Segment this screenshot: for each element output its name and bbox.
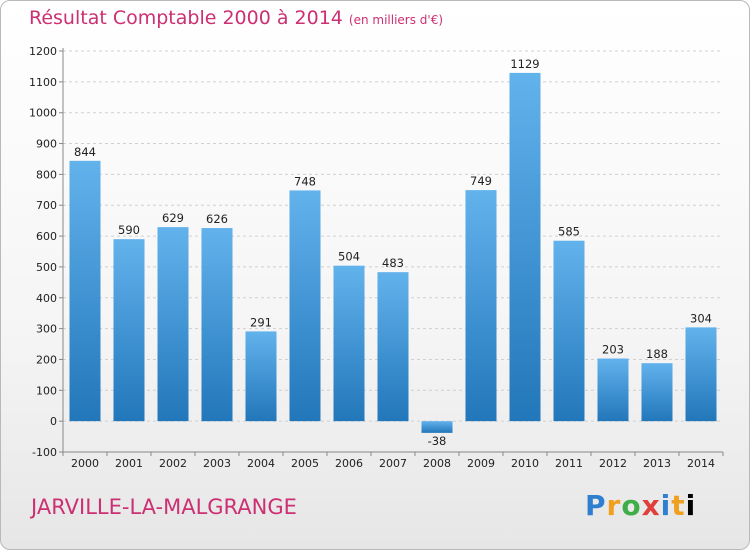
axes: -100 0 100 200 300 400 500 600 700 800 900 1000 1100… — [29, 45, 724, 470]
x-tick-label: 2002 — [159, 457, 187, 470]
x-tick-label: 2001 — [115, 457, 143, 470]
x-tick-label: 2006 — [335, 457, 363, 470]
data-label: 504 — [338, 250, 360, 264]
data-label: 748 — [294, 174, 316, 188]
logo-letter: r — [606, 489, 622, 522]
x-tick-label: 2011 — [555, 457, 583, 470]
chart-title: Résultat Comptable 2000 à 2014 (en millie… — [29, 7, 443, 29]
bar — [157, 227, 189, 422]
y-tick-label: 300 — [36, 323, 57, 336]
proxiti-logo: Proxiti — [585, 489, 696, 522]
data-label: 749 — [470, 174, 492, 188]
bar — [421, 421, 453, 433]
data-label: 1129 — [510, 57, 539, 71]
bar — [201, 228, 233, 422]
data-label: -38 — [428, 434, 447, 448]
bars — [69, 72, 717, 433]
x-tick-label: 2000 — [71, 457, 99, 470]
bar — [553, 240, 585, 422]
x-tick-label: 2007 — [379, 457, 407, 470]
bar — [509, 72, 541, 422]
y-tick-label: 1000 — [29, 107, 57, 120]
bar — [289, 190, 321, 422]
data-label: 626 — [206, 212, 228, 226]
place-name: JARVILLE-LA-MALGRANGE — [31, 495, 297, 519]
bar — [641, 363, 673, 422]
y-tick-label: 0 — [50, 415, 57, 428]
data-label: 291 — [250, 315, 272, 329]
logo-letter: P — [585, 489, 607, 522]
bar — [113, 239, 145, 422]
logo-letter: t — [671, 489, 686, 522]
labels: 844 590 629 626 291 748 504 483 -38 749 1129 585 203… — [74, 57, 712, 448]
bar — [333, 265, 365, 422]
bar — [245, 331, 277, 422]
x-tick-label: 2014 — [687, 457, 715, 470]
data-label: 483 — [382, 256, 404, 270]
y-tick-label: 1200 — [29, 45, 57, 58]
x-tick-label: 2013 — [643, 457, 671, 470]
x-tick-label: 2008 — [423, 457, 451, 470]
bar — [377, 272, 409, 422]
x-tick-label: 2010 — [511, 457, 539, 470]
x-tick-label: 2005 — [291, 457, 319, 470]
y-tick-label: 400 — [36, 292, 57, 305]
x-tick-label: 2003 — [203, 457, 231, 470]
y-tick-label: 900 — [36, 138, 57, 151]
bar — [69, 160, 101, 422]
chart-title-text: Résultat Comptable 2000 à 2014 — [29, 7, 343, 29]
y-tick-label: 100 — [36, 384, 57, 397]
y-tick-label: 200 — [36, 353, 57, 366]
logo-letter: o — [621, 489, 642, 522]
data-label: 188 — [646, 347, 668, 361]
y-tick-label: 500 — [36, 261, 57, 274]
y-tick-label: 1100 — [29, 76, 57, 89]
y-tick-label: -100 — [32, 446, 57, 459]
y-tick-label: 600 — [36, 230, 57, 243]
data-label: 585 — [558, 225, 580, 239]
logo-letter: x — [641, 489, 661, 522]
data-label: 203 — [602, 343, 624, 357]
data-label: 629 — [162, 211, 184, 225]
y-tick-label: 700 — [36, 199, 57, 212]
x-tick-label: 2004 — [247, 457, 275, 470]
y-tick-label: 800 — [36, 168, 57, 181]
x-tick-label: 2009 — [467, 457, 495, 470]
bar — [685, 327, 717, 422]
bar — [465, 190, 497, 422]
chart-subtitle: (en milliers d'€) — [348, 13, 444, 27]
data-label: 844 — [74, 145, 96, 159]
bar — [597, 358, 629, 422]
data-label: 304 — [690, 311, 712, 325]
logo-letter: i — [660, 489, 672, 522]
logo-letter: i — [685, 489, 697, 522]
data-label: 590 — [118, 223, 140, 237]
x-tick-label: 2012 — [599, 457, 627, 470]
